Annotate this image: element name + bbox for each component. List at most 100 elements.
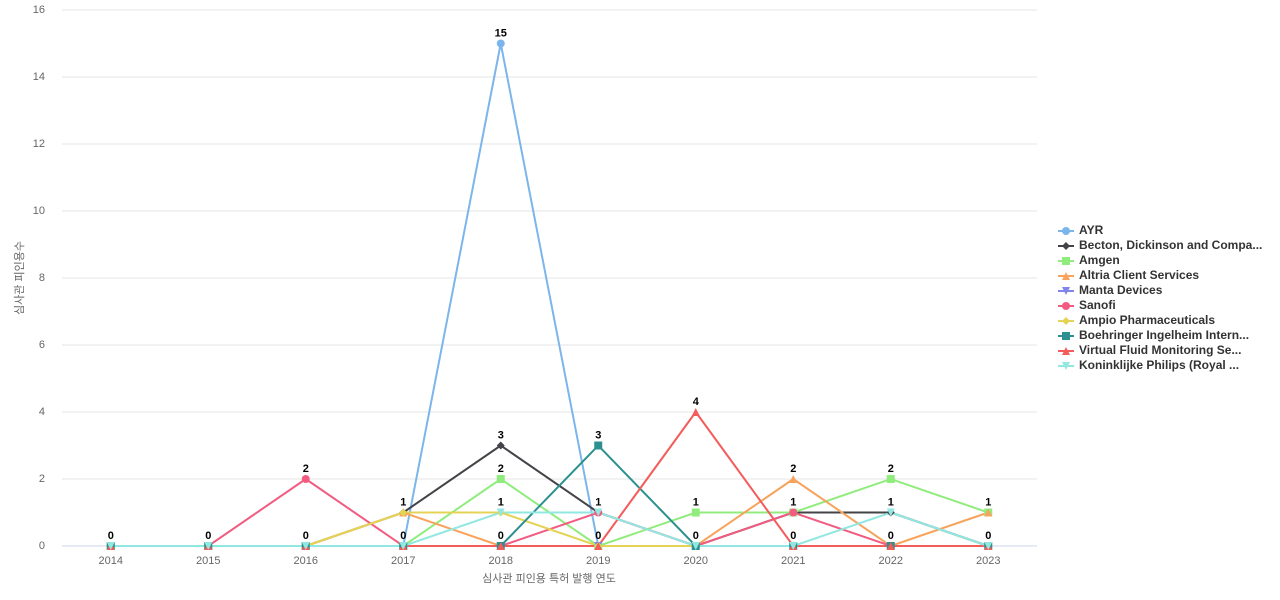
y-tick-label: 0 xyxy=(39,540,45,552)
legend-label: Virtual Fluid Monitoring Se... xyxy=(1079,343,1241,357)
data-label: 1 xyxy=(595,496,601,508)
data-label: 2 xyxy=(303,463,309,475)
data-point xyxy=(496,542,505,550)
data-point xyxy=(106,542,115,550)
data-point xyxy=(886,542,895,550)
legend-label: Boehringer Ingelheim Intern... xyxy=(1079,328,1249,342)
data-label: 2 xyxy=(498,463,504,475)
series-line xyxy=(110,511,989,547)
y-tick-label: 6 xyxy=(39,339,45,351)
legend-marker xyxy=(1062,302,1070,310)
data-point xyxy=(496,475,505,483)
data-label: 1 xyxy=(693,496,699,508)
legend-marker xyxy=(1062,257,1070,265)
legend-marker xyxy=(1062,317,1070,325)
data-label: 0 xyxy=(693,530,699,542)
legend-marker xyxy=(1062,362,1070,370)
data-label: 0 xyxy=(108,530,114,542)
legend-label: Sanofi xyxy=(1079,298,1116,312)
data-point xyxy=(984,508,993,517)
legend-item[interactable]: Ampio Pharmaceuticals xyxy=(1058,313,1215,327)
legend-marker xyxy=(1062,272,1070,280)
series-line xyxy=(110,444,989,547)
data-point xyxy=(399,542,408,550)
x-tick-label: 2021 xyxy=(781,555,805,567)
data-point xyxy=(594,542,603,550)
y-tick-label: 10 xyxy=(33,205,45,217)
data-point xyxy=(886,508,895,517)
data-label: 4 xyxy=(693,396,700,408)
data-point xyxy=(496,39,505,48)
y-tick-label: 4 xyxy=(39,406,45,418)
data-point xyxy=(204,542,213,550)
x-tick-label: 2020 xyxy=(684,555,708,567)
data-label: 0 xyxy=(985,530,991,542)
series-line xyxy=(110,43,989,547)
data-label: 3 xyxy=(595,429,601,441)
data-point xyxy=(594,441,603,450)
legend-item[interactable]: Virtual Fluid Monitoring Se... xyxy=(1058,343,1241,357)
data-point xyxy=(789,508,798,517)
data-label: 1 xyxy=(790,496,796,508)
y-tick-label: 14 xyxy=(33,71,45,83)
data-label: 3 xyxy=(498,429,504,441)
legend-item[interactable]: Boehringer Ingelheim Intern... xyxy=(1058,328,1249,342)
data-label: 0 xyxy=(205,530,211,542)
y-tick-label: 16 xyxy=(33,4,45,16)
data-point xyxy=(496,508,505,517)
data-label: 1 xyxy=(400,496,406,508)
data-label: 1 xyxy=(985,496,991,508)
data-label: 2 xyxy=(888,463,894,475)
y-tick-label: 8 xyxy=(39,272,45,284)
legend-item[interactable]: Altria Client Services xyxy=(1058,268,1199,282)
data-point xyxy=(886,475,895,483)
data-point xyxy=(594,508,603,517)
data-label: 1 xyxy=(498,496,504,508)
legend-item[interactable]: Koninklijke Philips (Royal ... xyxy=(1058,358,1239,372)
legend-label: Altria Client Services xyxy=(1079,268,1199,282)
data-point xyxy=(399,508,408,517)
legend-label: Manta Devices xyxy=(1079,283,1163,297)
data-label: 0 xyxy=(595,530,601,542)
x-tick-label: 2023 xyxy=(976,555,1000,567)
y-axis-title: 심사관 피인용수 xyxy=(13,241,26,315)
legend-label: Becton, Dickinson and Compa... xyxy=(1079,238,1262,252)
data-label: 0 xyxy=(888,530,894,542)
x-tick-label: 2017 xyxy=(391,555,415,567)
legend-label: Amgen xyxy=(1079,253,1120,267)
x-tick-label: 2019 xyxy=(586,555,610,567)
x-tick-label: 2015 xyxy=(196,555,220,567)
data-point xyxy=(301,542,310,550)
data-label: 0 xyxy=(498,530,504,542)
data-point xyxy=(691,542,700,550)
y-tick-label: 2 xyxy=(39,473,45,485)
legend-item[interactable]: Becton, Dickinson and Compa... xyxy=(1058,238,1262,252)
legend-label: AYR xyxy=(1079,223,1104,237)
legend-marker xyxy=(1062,347,1070,355)
data-label: 0 xyxy=(303,530,309,542)
data-point xyxy=(301,475,310,483)
x-axis-title: 심사관 피인용 특허 발행 연도 xyxy=(482,572,616,585)
data-point xyxy=(984,542,993,550)
legend-marker xyxy=(1062,227,1070,235)
x-tick-label: 2018 xyxy=(489,555,513,567)
data-point xyxy=(691,408,700,416)
legend-label: Koninklijke Philips (Royal ... xyxy=(1079,358,1239,372)
data-label: 0 xyxy=(400,530,406,542)
legend-marker xyxy=(1062,332,1070,340)
data-point xyxy=(691,508,700,517)
data-point xyxy=(789,475,798,483)
legend-marker xyxy=(1062,287,1070,295)
series-line xyxy=(110,511,989,547)
data-label: 0 xyxy=(790,530,796,542)
legend-label: Ampio Pharmaceuticals xyxy=(1079,313,1215,327)
data-label: 1 xyxy=(888,496,894,508)
legend-item[interactable]: Manta Devices xyxy=(1058,283,1163,297)
x-tick-label: 2022 xyxy=(879,555,903,567)
x-tick-label: 2016 xyxy=(294,555,318,567)
legend-marker xyxy=(1062,242,1070,250)
data-label: 2 xyxy=(790,463,796,475)
data-point xyxy=(496,441,505,450)
